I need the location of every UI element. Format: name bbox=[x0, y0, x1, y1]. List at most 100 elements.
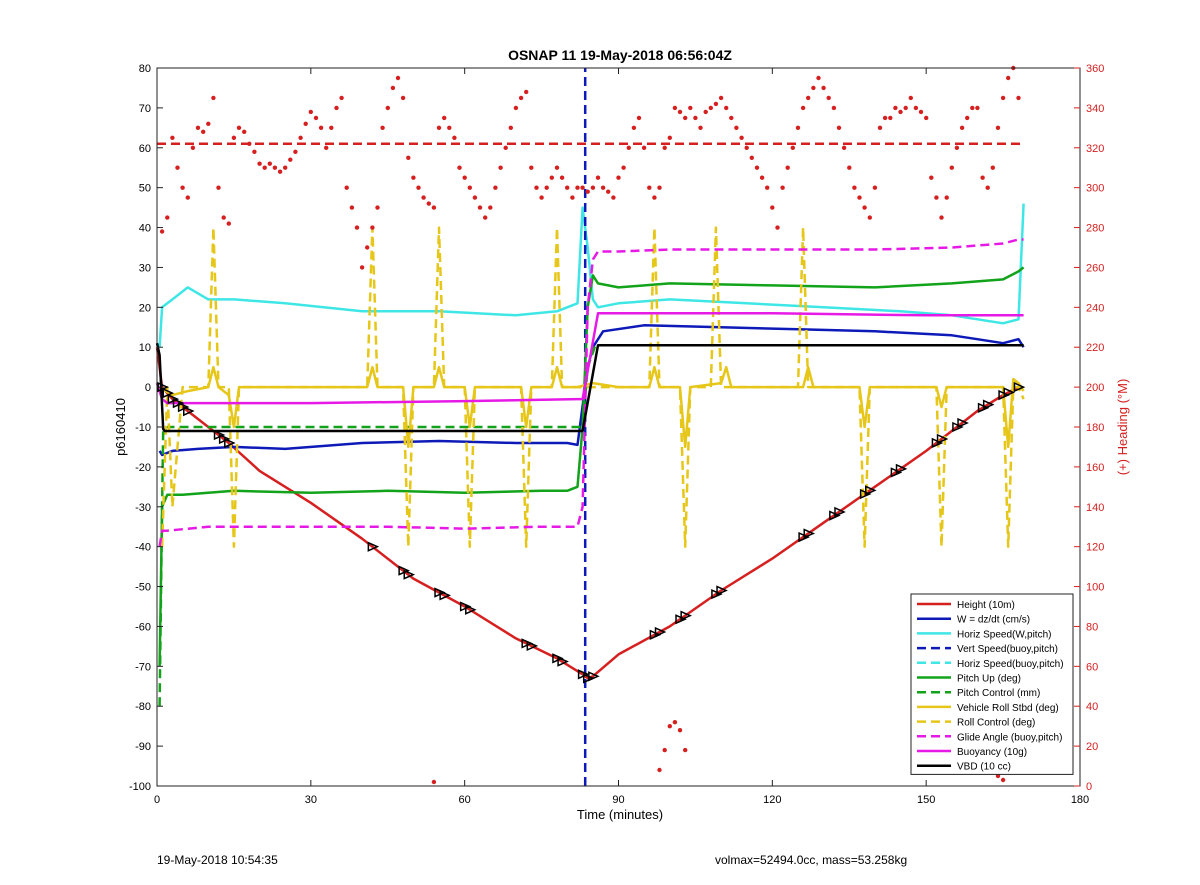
heading-point bbox=[806, 95, 811, 101]
heading-point bbox=[165, 215, 170, 220]
heading-point bbox=[600, 185, 606, 190]
heading-point bbox=[283, 165, 288, 170]
heading-point bbox=[431, 205, 437, 210]
heading-point bbox=[657, 767, 662, 773]
legend-label: W = dz/dt (cm/s) bbox=[957, 615, 1030, 626]
heading-point bbox=[898, 109, 903, 115]
legend: Height (10m) W = dz/dt (cm/s) Horiz Speed(… bbox=[910, 593, 1074, 775]
height-marker bbox=[183, 405, 195, 417]
heading-point bbox=[436, 125, 442, 130]
heading-point bbox=[985, 185, 990, 190]
heading-point bbox=[457, 165, 462, 170]
heading-point bbox=[965, 115, 970, 121]
y2-tick-label: 320 bbox=[1086, 143, 1104, 155]
heading-point bbox=[498, 165, 503, 170]
heading-point bbox=[954, 145, 960, 150]
footer-specs: volmax=52494.0cc, mass=53.258kg bbox=[715, 853, 908, 867]
heading-point bbox=[303, 121, 308, 127]
heading-point bbox=[406, 155, 411, 160]
heading-point bbox=[231, 135, 237, 140]
heading-point bbox=[924, 115, 929, 121]
heading-point bbox=[929, 175, 934, 180]
height-marker bbox=[834, 506, 846, 518]
heading-point bbox=[288, 157, 293, 162]
heading-point bbox=[657, 185, 662, 190]
heading-point bbox=[400, 95, 406, 101]
legend-label: Height (10m) bbox=[957, 600, 1015, 611]
heading-point bbox=[390, 85, 396, 91]
y2-tick-label: 300 bbox=[1086, 183, 1104, 195]
y-tick-label: -80 bbox=[135, 701, 151, 713]
heading-point bbox=[539, 195, 544, 200]
heading-point bbox=[518, 95, 524, 101]
heading-point bbox=[544, 185, 549, 190]
heading-point bbox=[354, 225, 360, 230]
legend-box bbox=[910, 593, 1074, 775]
heading-point bbox=[211, 95, 216, 101]
y2-tick-label: 40 bbox=[1086, 701, 1098, 713]
heading-point bbox=[242, 129, 247, 134]
heading-point bbox=[831, 105, 837, 111]
heading-point bbox=[513, 105, 519, 111]
x-tick-label: 180 bbox=[1071, 794, 1089, 806]
x-tick-label: 30 bbox=[305, 794, 317, 806]
heading-point bbox=[580, 185, 585, 190]
series-layer bbox=[155, 65, 1026, 786]
heading-point bbox=[913, 105, 919, 111]
heading-point bbox=[508, 125, 513, 130]
heading-point bbox=[359, 265, 365, 270]
heading-point bbox=[421, 195, 426, 200]
heading-point bbox=[236, 125, 242, 130]
series-10-line bbox=[155, 312, 1024, 405]
heading-point bbox=[888, 115, 893, 121]
heading-point bbox=[570, 195, 575, 200]
footer-timestamp: 19-May-2018 10:54:35 bbox=[157, 853, 278, 867]
y-tick-label: -100 bbox=[129, 781, 151, 793]
heading-point bbox=[667, 724, 672, 729]
heading-point bbox=[795, 125, 801, 130]
heading-point bbox=[159, 229, 165, 234]
legend-label: Glide Angle (buoy,pitch) bbox=[957, 732, 1062, 743]
legend-label: Pitch Up (deg) bbox=[957, 674, 1021, 685]
heading-point bbox=[477, 205, 483, 210]
heading-point bbox=[616, 175, 621, 180]
heading-point bbox=[934, 195, 939, 200]
heading-point bbox=[370, 225, 375, 230]
height-marker bbox=[224, 437, 236, 449]
heading-point bbox=[765, 185, 770, 190]
heading-point bbox=[995, 773, 1001, 779]
y2-tick-label: 240 bbox=[1086, 302, 1104, 314]
heading-point bbox=[631, 125, 637, 130]
y2-tick-label: 160 bbox=[1086, 462, 1104, 474]
heading-point bbox=[980, 175, 985, 180]
y2-tick-label: 260 bbox=[1086, 262, 1104, 274]
series-8-line bbox=[160, 226, 1025, 548]
y-tick-label: 0 bbox=[145, 382, 151, 394]
height-marker bbox=[1013, 381, 1026, 393]
heading-point bbox=[1000, 95, 1006, 101]
height-marker bbox=[588, 671, 600, 682]
chart-title: OSNAP 11 19-May-2018 06:56:04Z bbox=[508, 47, 732, 63]
legend-label: Horiz Speed(buoy,pitch) bbox=[957, 659, 1064, 670]
height-marker bbox=[526, 640, 539, 652]
heading-point bbox=[698, 125, 703, 130]
heading-point bbox=[970, 105, 975, 111]
heading-point bbox=[380, 125, 385, 130]
heading-point bbox=[549, 175, 554, 180]
heading-point bbox=[944, 195, 949, 200]
heading-point bbox=[483, 215, 488, 220]
y2-tick-label: 340 bbox=[1086, 103, 1104, 115]
heading-point bbox=[821, 85, 826, 91]
heading-point bbox=[1016, 95, 1021, 101]
heading-point bbox=[180, 185, 185, 190]
heading-point bbox=[811, 85, 816, 91]
x-tick-label: 120 bbox=[763, 794, 781, 806]
heading-point bbox=[641, 145, 647, 150]
heading-point bbox=[267, 161, 272, 166]
heading-point bbox=[872, 185, 878, 190]
heading-point bbox=[308, 109, 313, 115]
heading-point bbox=[554, 165, 560, 170]
heading-point bbox=[770, 205, 775, 210]
heading-point bbox=[647, 185, 652, 190]
